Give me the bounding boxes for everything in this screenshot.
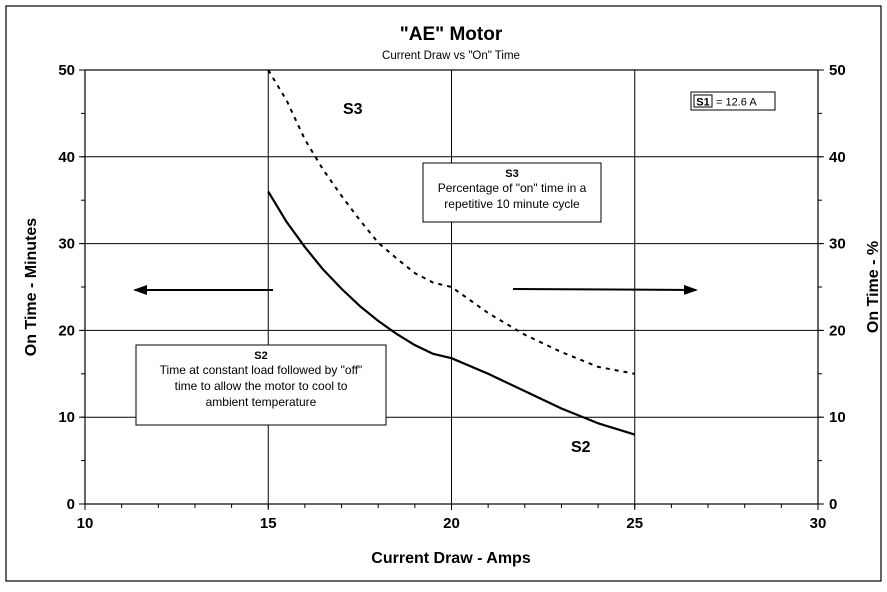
s1-note-box: S1 = 12.6 A (690, 91, 776, 111)
s1-value: = 12.6 A (716, 97, 757, 109)
y-tick-label: 0 (67, 496, 75, 513)
s2-note-box: S2 Time at constant load followed by "of… (135, 344, 387, 426)
y2-axis-title: On Time - % (865, 241, 882, 333)
x-tick-label: 25 (626, 515, 643, 532)
y-tick-label: 20 (58, 322, 75, 339)
s2-note-line-1: Time at constant load followed by "off" (160, 363, 363, 377)
right-axis-arrow (512, 284, 698, 295)
s3-note-title: S3 (505, 168, 518, 180)
s2-curve-label: S2 (571, 439, 591, 456)
y2-tick-label: 40 (829, 149, 846, 166)
series-layer (267, 69, 636, 436)
s2-note-title: S2 (254, 350, 267, 362)
s2-note-line-3: ambient temperature (206, 395, 317, 409)
y-axis-title: On Time - Minutes (23, 218, 40, 356)
y-tick-label: 30 (58, 236, 75, 253)
outer-border (5, 5, 882, 582)
s3-note-box: S3 Percentage of "on" time in a repetiti… (422, 162, 602, 223)
x-tick-label: 20 (443, 515, 460, 532)
s2-note-line-2: time to allow the motor to cool to (175, 379, 348, 393)
y-tick-label: 50 (58, 62, 75, 79)
s3-note-line-2: repetitive 10 minute cycle (444, 197, 580, 211)
s3-curve-label: S3 (343, 101, 363, 118)
y2-tick-label: 20 (829, 322, 846, 339)
plot-area-frame (84, 69, 819, 505)
series-line-s2 (267, 190, 636, 436)
y2-tick-label: 0 (829, 496, 837, 513)
minor-tick-layer (81, 69, 822, 508)
y2-tick-label: 50 (829, 62, 846, 79)
y-tick-label: 40 (58, 149, 75, 166)
y2-tick-label: 30 (829, 236, 846, 253)
y2-tick-label: 10 (829, 409, 846, 426)
x-tick-label: 10 (77, 515, 94, 532)
x-axis-title: Current Draw - Amps (371, 550, 531, 567)
y-tick-label: 10 (58, 409, 75, 426)
x-tick-label: 15 (260, 515, 277, 532)
s1-label: S1 (696, 97, 709, 109)
s3-note-line-1: Percentage of "on" time in a (438, 181, 587, 195)
chart-title: "AE" Motor (400, 24, 503, 45)
chart-subtitle: Current Draw vs "On" Time (382, 50, 520, 62)
x-tick-label: 30 (810, 515, 827, 532)
